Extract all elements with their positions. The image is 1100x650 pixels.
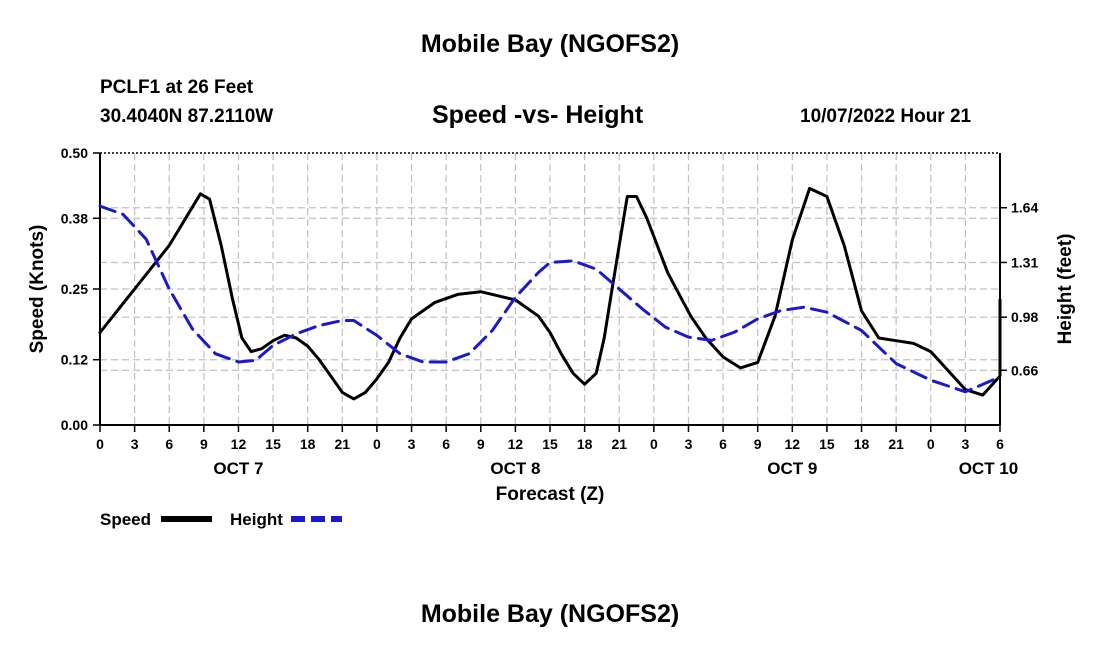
x-axis-title: Forecast (Z) (496, 484, 605, 505)
x-tick-label: 0 (927, 436, 935, 452)
legend-label-speed: Speed (100, 510, 151, 529)
y-axis-title: Speed (Knots) (27, 225, 48, 354)
height-series-line (98, 204, 1002, 394)
y2-tick-label: 1.64 (1011, 200, 1038, 216)
x-tick-label: 6 (719, 436, 727, 452)
x-tick-label: 6 (442, 436, 450, 452)
x-tick-label: 12 (785, 436, 801, 452)
y2-tick-label: 0.98 (1011, 309, 1038, 325)
y2-tick-label: 1.31 (1011, 254, 1038, 270)
y2-axis-title: Height (feet) (1055, 234, 1076, 345)
date-label: OCT 9 (767, 459, 817, 478)
y-tick-label: 0.50 (61, 145, 88, 161)
y-tick-label: 0.38 (61, 210, 88, 226)
x-tick-label: 15 (819, 436, 835, 452)
x-tick-label: 18 (854, 436, 870, 452)
x-tick-label: 21 (611, 436, 627, 452)
x-tick-label: 12 (508, 436, 524, 452)
x-tick-label: 9 (477, 436, 485, 452)
x-tick-label: 3 (961, 436, 969, 452)
page-title-repeat: Mobile Bay (NGOFS2) (420, 600, 680, 628)
station-coordinates: 30.4040N 87.2110W (100, 106, 274, 127)
x-tick-label: 3 (685, 436, 693, 452)
x-tick-label: 3 (408, 436, 416, 452)
x-tick-label: 6 (165, 436, 173, 452)
date-label: OCT 8 (490, 459, 540, 478)
station-label: PCLF1 at 26 Feet (100, 77, 254, 98)
y-tick-label: 0.12 (61, 352, 88, 368)
x-tick-label: 12 (231, 436, 247, 452)
x-tick-label: 3 (131, 436, 139, 452)
x-tick-label: 21 (888, 436, 904, 452)
speed-series-line (98, 186, 1002, 401)
date-label: OCT 7 (213, 459, 263, 478)
x-tick-label: 0 (96, 436, 104, 452)
y2-tick-label: 0.66 (1011, 362, 1038, 378)
x-tick-label: 18 (300, 436, 316, 452)
x-tick-label: 18 (577, 436, 593, 452)
x-tick-label: 21 (335, 436, 351, 452)
x-tick-label: 15 (542, 436, 558, 452)
x-tick-label: 9 (754, 436, 762, 452)
legend-label-height: Height (230, 510, 283, 529)
chart-subtitle: Speed -vs- Height (432, 101, 644, 129)
date-label: OCT 10 (959, 459, 1019, 478)
forecast-datetime: 10/07/2022 Hour 21 (800, 106, 972, 127)
y-tick-label: 0.00 (61, 417, 88, 433)
y-tick-label: 0.25 (61, 281, 88, 297)
page-title: Mobile Bay (NGOFS2) (420, 30, 680, 58)
x-tick-label: 0 (373, 436, 381, 452)
x-tick-label: 15 (265, 436, 281, 452)
x-tick-label: 6 (996, 436, 1004, 452)
x-tick-label: 9 (200, 436, 208, 452)
x-tick-label: 0 (650, 436, 658, 452)
